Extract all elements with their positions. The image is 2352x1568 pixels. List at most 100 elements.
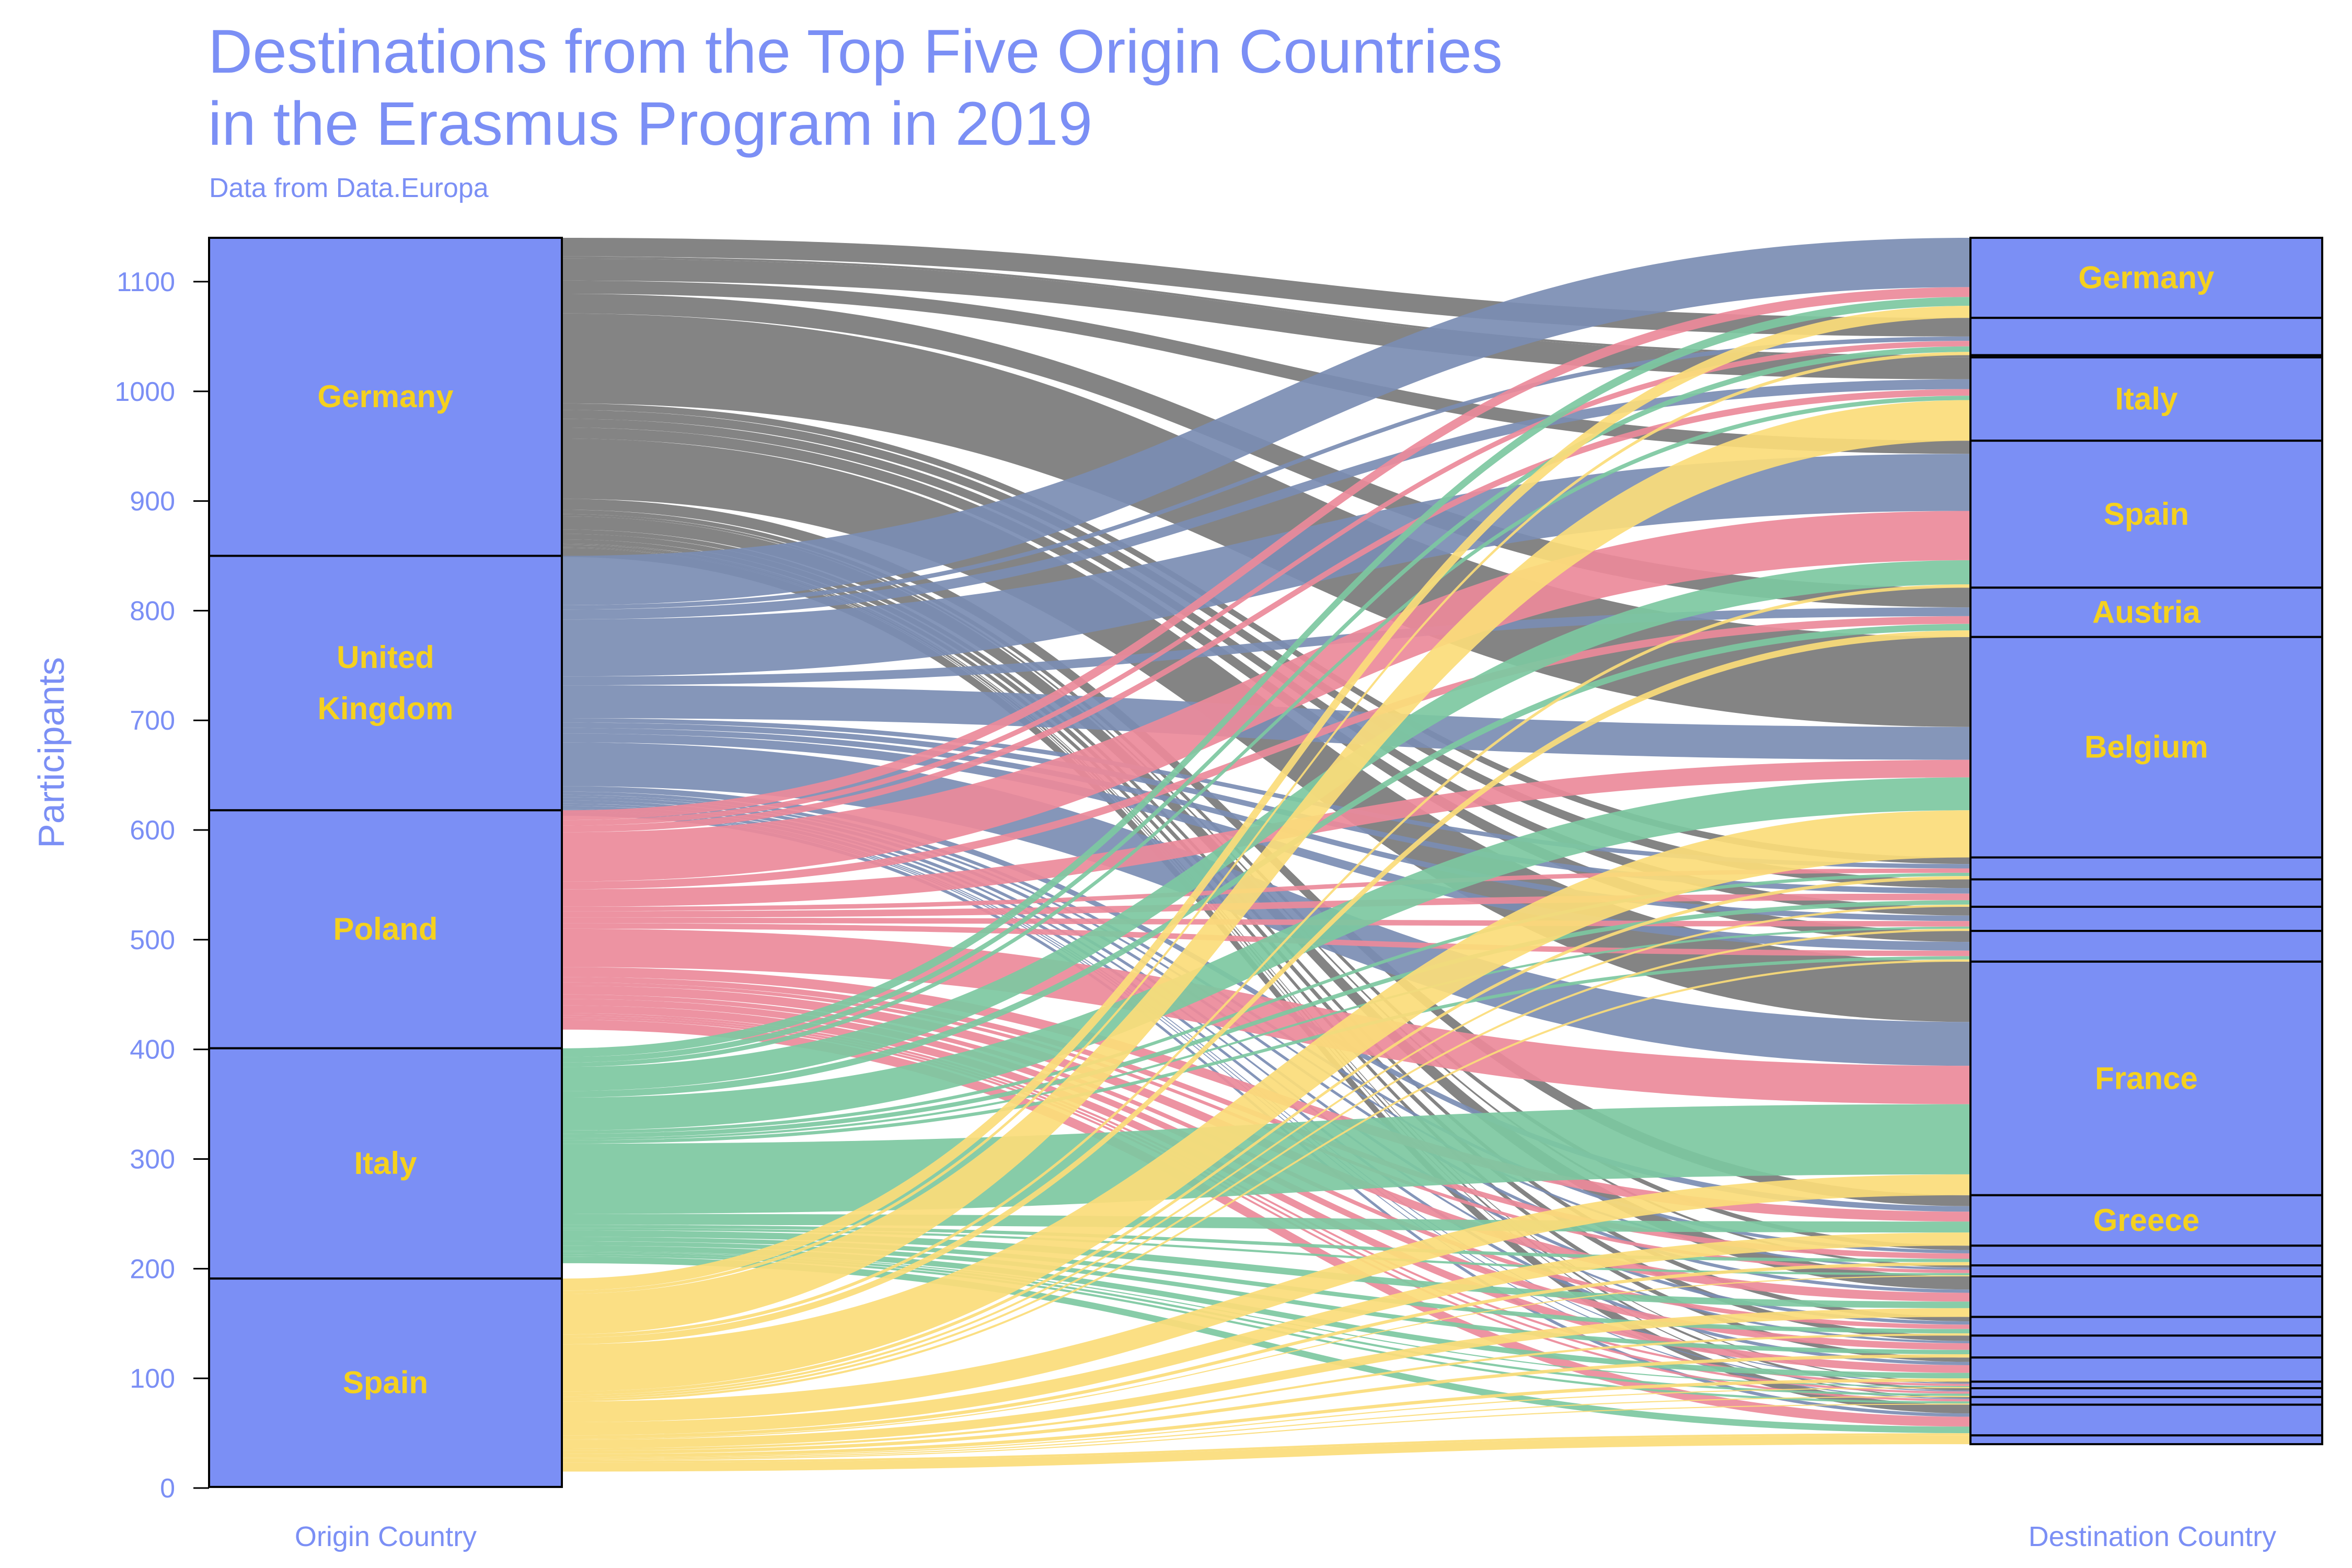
- flow-poland-to-d10: [562, 917, 1970, 927]
- y-tick-label-100: 100: [130, 1364, 175, 1394]
- flow-spain-to-d24: [562, 1435, 1970, 1472]
- destination-node-germany: [1969, 237, 2323, 319]
- flow-italy-to-italy: [562, 396, 1970, 1067]
- flow-spain-to-belgium: [562, 810, 1970, 1392]
- destination-node-d21: [1969, 1387, 2323, 1398]
- x-axis-label-destination: Destination Country: [2028, 1521, 2276, 1552]
- flow-spain-to-d21: [562, 1396, 1970, 1460]
- flow-italy-to-d14: [562, 1225, 1970, 1262]
- flow-united-kingdom-to-italy: [562, 379, 1970, 620]
- destination-node-d23: [1969, 1403, 2323, 1437]
- destination-label-belgium: Belgium: [2084, 730, 2208, 765]
- y-tick-label-1000: 1000: [114, 377, 175, 407]
- destination-node-france: [1969, 960, 2323, 1196]
- destination-label-italy: Italy: [2115, 381, 2178, 416]
- flow-germany-to-d22: [562, 547, 1970, 1398]
- flow-spain-to-d10: [562, 928, 1970, 1400]
- flow-united-kingdom-to-d16: [562, 797, 1970, 1293]
- flow-italy-to-d08: [562, 872, 1970, 1134]
- origin-label-italy: Italy: [354, 1146, 417, 1181]
- flow-united-kingdom-to-d02: [562, 336, 1970, 610]
- flow-italy-to-d16: [562, 1230, 1970, 1308]
- destination-node-d18: [1969, 1334, 2323, 1359]
- flow-spain-to-greece: [562, 1232, 1970, 1436]
- y-tick-label-500: 500: [130, 925, 175, 955]
- flow-spain-to-d08: [562, 876, 1970, 1395]
- y-tick-label-600: 600: [130, 815, 175, 846]
- flow-poland-to-d02: [562, 341, 1970, 826]
- y-tick-label-800: 800: [130, 596, 175, 626]
- flow-poland-to-d21: [562, 1015, 1970, 1394]
- flow-spain-to-d09: [562, 904, 1970, 1397]
- flow-spain-to-d23: [562, 1433, 1970, 1463]
- origin-node-italy: [208, 1047, 563, 1280]
- x-axis-label-origin: Origin Country: [295, 1521, 477, 1552]
- flow-poland-to-austria: [562, 616, 1970, 890]
- destination-node-d10: [1969, 905, 2323, 932]
- flow-italy-to-d15: [562, 1228, 1970, 1275]
- destination-label-spain: Spain: [2104, 497, 2189, 532]
- destination-label-austria: Austria: [2092, 595, 2200, 630]
- destination-node-d24: [1969, 1434, 2323, 1446]
- chart-subtitle: Data from Data.Europa: [209, 173, 489, 203]
- flow-poland-to-d08: [562, 868, 1970, 912]
- flow-poland-to-spain: [562, 511, 1970, 882]
- destination-node-d16: [1969, 1275, 2323, 1318]
- flow-spain-to-d11: [562, 959, 1970, 1402]
- destination-node-d14: [1969, 1244, 2323, 1267]
- origin-node-germany: [208, 237, 563, 557]
- flow-spain-to-italy: [562, 400, 1970, 1335]
- origin-node-united-kingdom: [208, 555, 563, 812]
- flow-germany-to-d23: [562, 548, 1970, 1414]
- y-axis: 0 100 200 300 400 500 600 700 800 900 1000 1100: [114, 267, 209, 1504]
- flow-spain-to-d02: [562, 352, 1970, 1294]
- origin-label-spain: Spain: [343, 1365, 428, 1400]
- chart-title-line-2: in the Erasmus Program in 2019: [208, 89, 1093, 158]
- flow-germany-to-d08: [562, 403, 1970, 864]
- y-tick-label-200: 200: [130, 1254, 175, 1284]
- destination-node-italy: [1969, 356, 2323, 442]
- flow-germany-to-austria: [562, 294, 1970, 608]
- flow-italy-to-d21: [562, 1252, 1970, 1396]
- flow-poland-to-d20: [562, 1013, 1970, 1386]
- flow-united-kingdom-to-germany: [562, 238, 1970, 605]
- flow-spain-to-spain: [562, 584, 1970, 1338]
- flow-spain-to-d19: [562, 1378, 1970, 1458]
- flow-italy-to-d11: [562, 956, 1970, 1144]
- destination-node-d15: [1969, 1264, 2323, 1278]
- flow-italy-to-d10: [562, 926, 1970, 1140]
- y-axis-label: Participants: [31, 657, 72, 848]
- flow-italy-to-germany: [562, 297, 1970, 1057]
- destination-node-d09: [1969, 878, 2323, 908]
- destination-node-d19: [1969, 1356, 2323, 1383]
- flow-united-kingdom-to-d17: [562, 800, 1970, 1325]
- origin-label-united-kingdom-1: United: [337, 640, 434, 675]
- flow-italy-to-d23: [562, 1256, 1970, 1434]
- origin-label-united-kingdom-2: Kingdom: [318, 691, 454, 726]
- flow-italy-to-d19: [562, 1246, 1970, 1379]
- flow-spain-to-france: [562, 1174, 1970, 1423]
- destination-node-d17: [1969, 1316, 2323, 1337]
- flow-spain-to-d17: [562, 1333, 1970, 1451]
- flow-italy-to-belgium: [562, 777, 1970, 1131]
- flow-poland-to-germany: [562, 287, 1970, 821]
- y-tick-label-700: 700: [130, 706, 175, 736]
- flows-layer: [562, 238, 1970, 1472]
- origin-label-poland: Poland: [333, 912, 437, 947]
- destination-node-d22: [1969, 1396, 2323, 1406]
- flow-italy-to-d02: [562, 346, 1970, 1063]
- flow-germany-to-spain: [562, 280, 1970, 454]
- flow-united-kingdom-to-austria: [562, 607, 1970, 686]
- destination-node-d02: [1969, 317, 2323, 356]
- flow-italy-to-d17: [562, 1237, 1970, 1334]
- flow-united-kingdom-to-d09: [562, 722, 1970, 894]
- destination-node-spain: [1969, 440, 2323, 589]
- destination-label-germany: Germany: [2078, 260, 2215, 295]
- chart-title: Destinations from the Top Five Origin Co…: [208, 16, 1503, 160]
- chart-title-line-1: Destinations from the Top Five Origin Co…: [208, 17, 1503, 86]
- destination-label-france: France: [2095, 1060, 2198, 1096]
- flow-spain-to-d20: [562, 1387, 1970, 1459]
- flow-united-kingdom-to-d18: [562, 803, 1970, 1344]
- y-tick-label-400: 400: [130, 1035, 175, 1065]
